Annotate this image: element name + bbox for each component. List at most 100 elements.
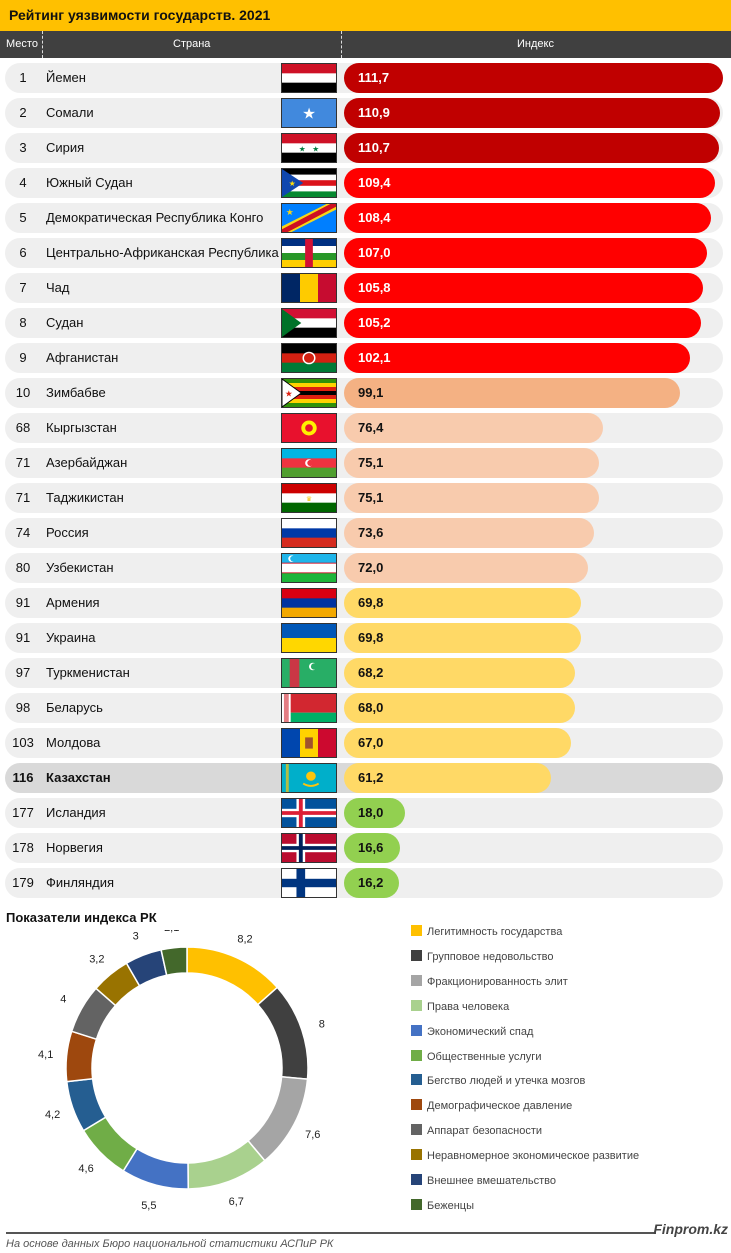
index-bar: 75,1 [344,483,599,513]
brand-logo: Finprom.kz [653,1221,728,1237]
legend-swatch [411,1049,422,1061]
footer-rule [6,1232,656,1234]
table-row: 5 Демократическая Республика Конго ★ 108… [5,203,723,233]
country-name: Азербайджан [46,455,128,470]
rank: 5 [19,210,27,225]
index-value: 61,2 [358,770,384,785]
index-value: 67,0 [358,735,384,750]
page-title: Рейтинг уязвимости государств. 2021 [0,0,731,31]
slice-label: 4,2 [45,1109,60,1121]
slice-label: 2,1 [164,930,179,934]
country-name: Демократическая Республика Конго [46,210,264,225]
country-name: Молдова [46,735,101,750]
table-row: 179 Финляндия 16,2 [5,868,723,898]
index-value: 75,1 [358,490,384,505]
donut-chart: 8,2 8 7,6 6,7 5,5 4,6 4,2 4,1 4 3,2 3 2,1 [38,930,325,1212]
table-row: 71 Таджикистан ♛ 75,1 [5,483,723,513]
index-value: 72,0 [358,560,384,575]
country-name: Беларусь [46,700,103,715]
country-name: Финляндия [46,875,115,890]
index-bar: 18,0 [344,798,406,828]
table-header: Место Страна Индекс [0,31,731,58]
index-value: 109,4 [358,175,391,190]
legend-item: Неравномерное экономическое развитие [411,1149,639,1162]
svg-text:★: ★ [289,179,296,188]
legend-label: Общественные услуги [427,1050,542,1063]
index-bar: 99,1 [344,378,680,408]
sudan-flag-icon [281,308,337,338]
table-row: 103 Молдова 67,0 [5,728,723,758]
index-value: 16,2 [358,875,384,890]
uzbekistan-flag-icon [281,553,337,583]
legend-label: Аппарат безопасности [427,1125,542,1138]
index-value: 18,0 [358,805,384,820]
index-bar: 105,2 [344,308,701,338]
donut-slice [186,946,279,1006]
south-sudan-flag-icon: ★ [281,168,337,198]
rank: 80 [15,560,31,575]
country-name: Центрально-Африканская Республика [46,245,279,260]
legend-label: Бегство людей и утечка мозгов [427,1075,586,1088]
slice-label: 4,6 [78,1163,93,1175]
rank: 7 [19,280,27,295]
index-bar: 69,8 [344,623,581,653]
slice-label: 3 [133,931,139,943]
table-row: 80 Узбекистан 72,0 [5,553,723,583]
table-row: 71 Азербайджан 75,1 [5,448,723,478]
legend-item: Легитимность государства [411,925,562,938]
rank: 178 [12,840,34,855]
svg-text:★: ★ [286,207,294,217]
table-row: 8 Судан 105,2 [5,308,723,338]
ukraine-flag-icon [281,623,337,653]
header-country: Страна [173,38,211,50]
legend-item: Внешнее вмешательство [411,1174,556,1187]
country-name: Чад [46,280,70,295]
table-row: 98 Беларусь 68,0 [5,693,723,723]
header-divider [42,31,43,58]
index-bar: 102,1 [344,343,691,373]
index-value: 108,4 [358,210,391,225]
index-value: 73,6 [358,525,384,540]
legend-swatch [411,1149,422,1161]
rank: 10 [15,385,31,400]
index-bar: 110,9 [344,98,720,128]
table-row: 91 Украина 69,8 [5,623,723,653]
index-value: 107,0 [358,245,391,260]
header-index: Индекс [517,38,554,50]
tajikistan-flag-icon: ♛ [281,483,337,513]
index-value: 99,1 [358,385,384,400]
donut-slice [247,1075,309,1162]
table-row: 6 Центрально-Африканская Республика 107,… [5,238,723,268]
rank: 8 [19,315,27,330]
source-note: На основе данных Бюро национальной стати… [6,1238,334,1250]
country-name: Судан [46,315,84,330]
index-bar: 108,4 [344,203,712,233]
legend-swatch [411,1174,422,1185]
index-value: 110,7 [358,140,390,155]
legend-item: Экономический спад [411,1024,533,1038]
rank: 68 [15,420,31,435]
slice-label: 3,2 [89,953,104,965]
belarus-flag-icon [281,693,337,723]
legend-swatch [411,974,422,986]
donut-slice [256,986,309,1080]
rank: 4 [19,175,27,190]
index-value: 102,1 [358,350,391,365]
rank: 179 [12,875,34,890]
index-bar: 76,4 [344,413,603,443]
header-rank: Место [6,38,38,50]
table-row: 177 Исландия 18,0 [5,798,723,828]
armenia-flag-icon [281,588,337,618]
table-row: 91 Армения 69,8 [5,588,723,618]
index-bar: 68,0 [344,693,575,723]
afghanistan-flag-icon [281,343,337,373]
slice-label: 7,6 [305,1129,320,1141]
country-name: Зимбабве [46,385,106,400]
country-name: Сирия [46,140,85,155]
country-name: Кыргызстан [46,420,117,435]
legend-swatch [411,1099,422,1111]
svg-text:★: ★ [299,145,306,154]
legend-label: Неравномерное экономическое развитие [427,1150,640,1163]
drc-flag-icon: ★ [281,203,337,233]
rank: 6 [19,245,27,260]
